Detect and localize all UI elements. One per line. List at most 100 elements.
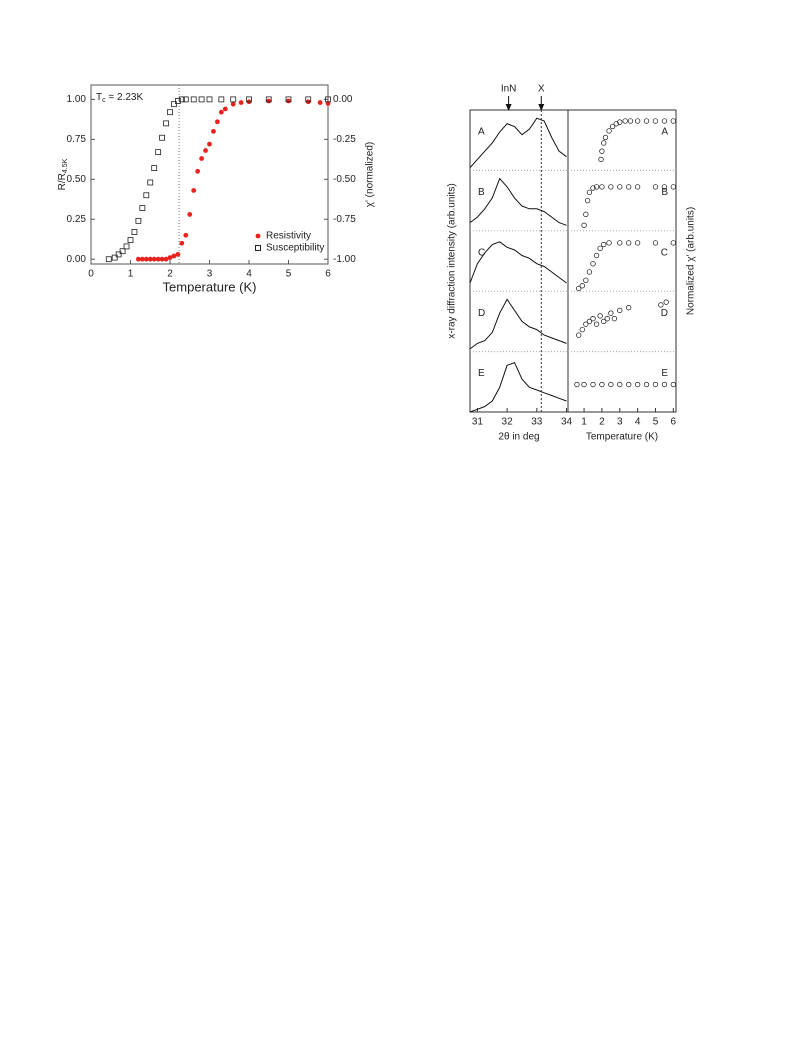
peak-arrow-head (538, 104, 545, 111)
point (661, 381, 668, 388)
point (171, 101, 177, 108)
point (167, 255, 173, 261)
point (266, 98, 272, 104)
panel-label: B (478, 187, 485, 198)
y2-tick-label: 0.00 (333, 94, 353, 105)
point (634, 240, 641, 246)
point (626, 240, 632, 246)
point (163, 256, 169, 262)
x-axis-label: 2θ in deg (498, 432, 539, 443)
point (230, 96, 237, 103)
x-tick-label: 1 (128, 269, 134, 280)
y-axis-label: x-ray diffraction intensity (arb.units) (447, 183, 458, 338)
point (617, 381, 623, 388)
point (190, 96, 197, 103)
point (593, 252, 600, 259)
point (611, 316, 618, 322)
point (581, 381, 587, 388)
point (579, 326, 585, 333)
xrd-curve (469, 298, 567, 350)
x-tick-label: 6 (671, 417, 677, 428)
point (265, 96, 272, 103)
y2-tick-label: -0.50 (333, 174, 356, 185)
point (230, 101, 236, 107)
point (590, 316, 596, 322)
point (626, 381, 632, 388)
x-tick-label: 5 (286, 269, 292, 280)
x-tick-label: 6 (325, 269, 331, 280)
point (599, 148, 605, 154)
y2-axis-label: χ' (normalized) (365, 142, 376, 208)
peak-label: InN (501, 84, 517, 95)
point (105, 256, 112, 263)
point (178, 96, 185, 103)
point (617, 240, 623, 246)
point (151, 165, 158, 172)
point (581, 222, 587, 228)
x-tick-label: 1 (581, 417, 587, 428)
point (167, 109, 173, 116)
point (195, 168, 201, 174)
y-axis-label-sub: 4.5K (62, 158, 69, 173)
panel-label: B (661, 187, 668, 198)
point (127, 237, 134, 243)
xrd-curve (469, 177, 567, 226)
point (601, 318, 607, 325)
point (143, 256, 149, 262)
legend-label: Resistivity (266, 231, 311, 242)
point (608, 310, 614, 316)
panel-label: C (661, 247, 668, 258)
xrd-curve (469, 241, 567, 284)
legend-label: Susceptibility (266, 243, 324, 254)
point (135, 217, 142, 224)
point (151, 256, 157, 262)
point (626, 184, 632, 190)
point (634, 184, 641, 190)
point (601, 241, 607, 248)
panel-label: E (478, 368, 485, 379)
point (586, 189, 593, 196)
point (590, 261, 596, 267)
plot-frame (567, 109, 677, 413)
point (119, 248, 126, 255)
point (206, 96, 213, 103)
x-tick-label: 32 (502, 417, 514, 428)
point (652, 240, 659, 246)
point (203, 148, 208, 153)
point (593, 184, 600, 190)
point (661, 184, 668, 190)
y-axis-label: R/R4.5K (57, 158, 70, 190)
panel-label: D (478, 308, 485, 319)
point (604, 316, 610, 322)
y-tick-label: 0.75 (67, 134, 87, 145)
point (583, 277, 589, 283)
point (617, 307, 623, 314)
point (583, 211, 589, 217)
y2-tick-label: -1.00 (333, 254, 356, 265)
x-tick-label: 3 (207, 269, 213, 280)
point (199, 156, 205, 161)
point (207, 141, 212, 147)
point (115, 251, 122, 258)
point (626, 305, 632, 311)
point (136, 256, 141, 262)
point (147, 179, 154, 186)
point (305, 96, 312, 103)
legend-marker (255, 233, 261, 239)
y-axis-label-label: R/R (57, 173, 68, 190)
x-tick-label: 34 (561, 417, 573, 428)
point (111, 254, 118, 261)
y-tick-label: 0.25 (67, 214, 87, 225)
point (131, 229, 138, 235)
point (652, 184, 659, 190)
y-tick-label: 0.00 (67, 254, 87, 265)
point (634, 381, 641, 388)
point (661, 118, 668, 124)
point (598, 156, 604, 163)
point (317, 100, 323, 105)
x-tick-label: 3 (617, 417, 623, 428)
point (198, 96, 205, 103)
point (238, 100, 244, 105)
point (159, 256, 165, 262)
legend-marker (255, 245, 261, 251)
